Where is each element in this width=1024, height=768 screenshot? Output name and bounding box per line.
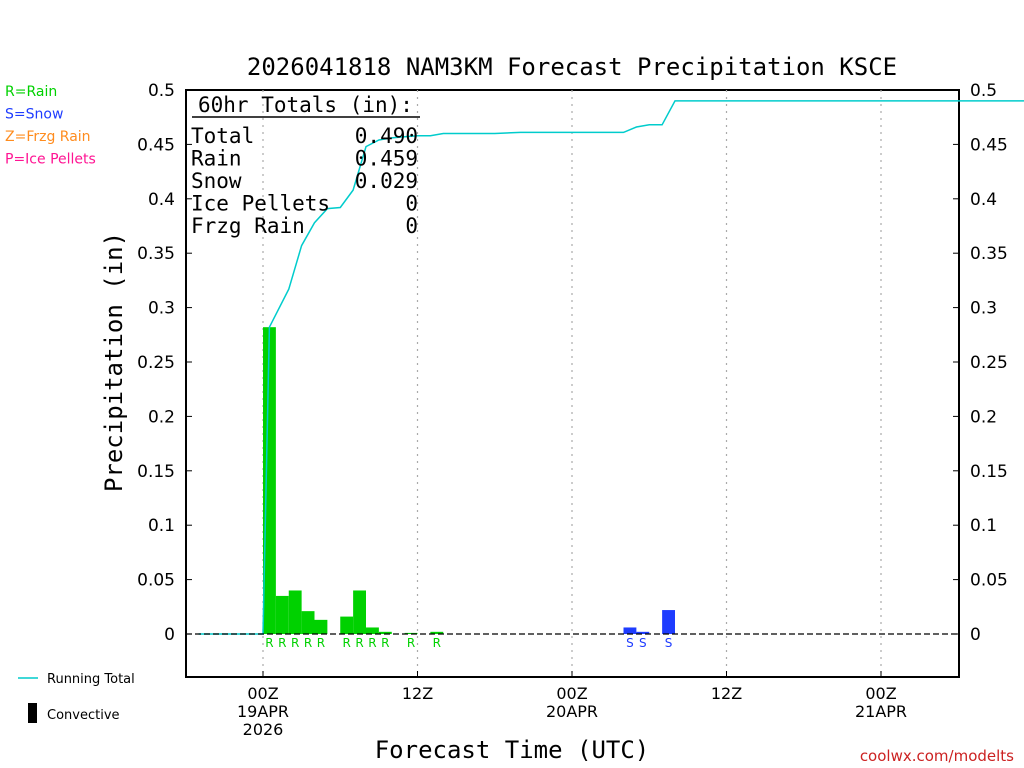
precip-bar-rain — [340, 616, 354, 634]
precip-bar-snow — [636, 631, 650, 634]
ptype-mark: R — [343, 636, 351, 650]
ptype-legend-item: R=Rain — [5, 84, 57, 100]
y-tick-label-left: 0.45 — [137, 135, 175, 155]
ptype-legend-item: S=Snow — [5, 107, 63, 123]
y-tick-label-left: 0.05 — [137, 571, 175, 591]
y-tick-label-left: 0 — [164, 625, 175, 645]
totals-row-value: 0.459 — [355, 147, 418, 171]
credit-text: coolwx.com/modelts — [860, 747, 1014, 765]
ptype-legend: R=Rain S=Snow Z=Frzg Rain P=Ice Pellets — [5, 84, 96, 168]
running-total-legend-label: Running Total — [47, 672, 135, 687]
y-tick-label-left: 0.1 — [148, 516, 175, 536]
ptype-mark: S — [665, 636, 673, 650]
y-tick-label-right: 0.2 — [970, 407, 997, 427]
ptype-legend-item: Z=Frzg Rain — [5, 129, 91, 145]
totals-row-label: Total — [191, 124, 254, 148]
ptype-mark: R — [291, 636, 299, 650]
y-tick-label-right: 0.05 — [970, 571, 1008, 591]
y-tick-label-right: 0.4 — [970, 190, 997, 210]
y-tick-label-right: 0.1 — [970, 516, 997, 536]
y-axis-label: Precipitation (in) — [100, 232, 128, 492]
precip-bar-rain — [353, 590, 366, 634]
y-tick-label-right: 0.5 — [970, 81, 997, 101]
y-tick-label-left: 0.2 — [148, 407, 175, 427]
y-axis-ticks: 0 00.05 0.050.1 0.10.15 0.150.2 0.20.25 0.250.… — [137, 81, 1008, 645]
y-tick-label-right: 0.15 — [970, 462, 1008, 482]
x-tick-label: 20APR — [546, 702, 598, 721]
x-tick-label: 12Z — [711, 684, 742, 703]
ptype-mark: R — [381, 636, 389, 650]
totals-row-label: Ice Pellets — [191, 192, 330, 216]
precip-bar-snow — [662, 610, 675, 634]
y-tick-label-left: 0.3 — [148, 299, 175, 319]
precip-bars — [263, 327, 675, 634]
ptype-mark: S — [639, 636, 647, 650]
y-tick-label-right: 0.3 — [970, 299, 997, 319]
totals-row-value: 0.490 — [355, 124, 418, 148]
totals-row-value: 0 — [405, 192, 418, 216]
convective-legend-swatch — [28, 703, 37, 723]
x-tick-label: 12Z — [402, 684, 433, 703]
ptype-mark: R — [317, 636, 325, 650]
convective-legend-label: Convective — [47, 708, 120, 723]
ptype-mark: R — [265, 636, 273, 650]
y-tick-label-left: 0.25 — [137, 353, 175, 373]
precip-bar-rain — [263, 327, 276, 634]
ptype-mark: S — [626, 636, 634, 650]
precip-bar-rain — [275, 595, 289, 634]
x-tick-label: 00Z — [556, 684, 587, 703]
ptype-legend-item: P=Ice Pellets — [5, 152, 96, 168]
totals-row-label: Rain — [191, 147, 242, 171]
ptype-mark: R — [278, 636, 286, 650]
totals-header: 60hr Totals (in): — [198, 93, 413, 117]
ptype-mark: R — [433, 636, 441, 650]
y-tick-label-right: 0.25 — [970, 353, 1008, 373]
totals-rows: Total 0.490 Rain 0.459 Snow 0.029 Ice Pellets 0… — [191, 124, 418, 238]
y-tick-label-left: 0.15 — [137, 462, 175, 482]
precip-bar-rain — [301, 611, 315, 634]
running-total-line — [198, 100, 1024, 635]
ptype-mark: R — [355, 636, 363, 650]
y-tick-label-right: 0 — [970, 625, 981, 645]
y-tick-label-right: 0.35 — [970, 244, 1008, 264]
x-tick-label: 00Z — [865, 684, 896, 703]
totals-row-label: Frzg Rain — [191, 214, 305, 238]
y-tick-label-left: 0.4 — [148, 190, 175, 210]
chart-title: 2026041818 NAM3KM Forecast Precipitation… — [247, 53, 897, 81]
precip-bar-rain — [314, 619, 328, 634]
y-tick-label-left: 0.5 — [148, 81, 175, 101]
x-axis-label: Forecast Time (UTC) — [375, 736, 650, 764]
x-tick-label: 00Z — [247, 684, 278, 703]
totals-box: 60hr Totals (in): Total 0.490 Rain 0.459 Sno… — [191, 93, 420, 238]
totals-row-value: 0.029 — [355, 169, 418, 193]
precip-bar-rain — [430, 631, 444, 634]
ptype-mark: R — [407, 636, 415, 650]
x-tick-label: 21APR — [855, 702, 907, 721]
y-tick-label-left: 0.35 — [137, 244, 175, 264]
totals-row-label: Snow — [191, 169, 242, 193]
ptype-mark: R — [304, 636, 312, 650]
x-tick-label: 19APR — [237, 702, 289, 721]
y-tick-label-right: 0.45 — [970, 135, 1008, 155]
totals-row-value: 0 — [405, 214, 418, 238]
precip-bar-rain — [378, 631, 392, 634]
precip-bar-snow — [623, 627, 637, 634]
ptype-mark: R — [368, 636, 376, 650]
precip-bar-rain — [366, 627, 379, 634]
precip-bar-rain — [288, 590, 302, 634]
running-total-polyline — [198, 100, 1024, 635]
x-tick-label: 2026 — [243, 720, 284, 739]
